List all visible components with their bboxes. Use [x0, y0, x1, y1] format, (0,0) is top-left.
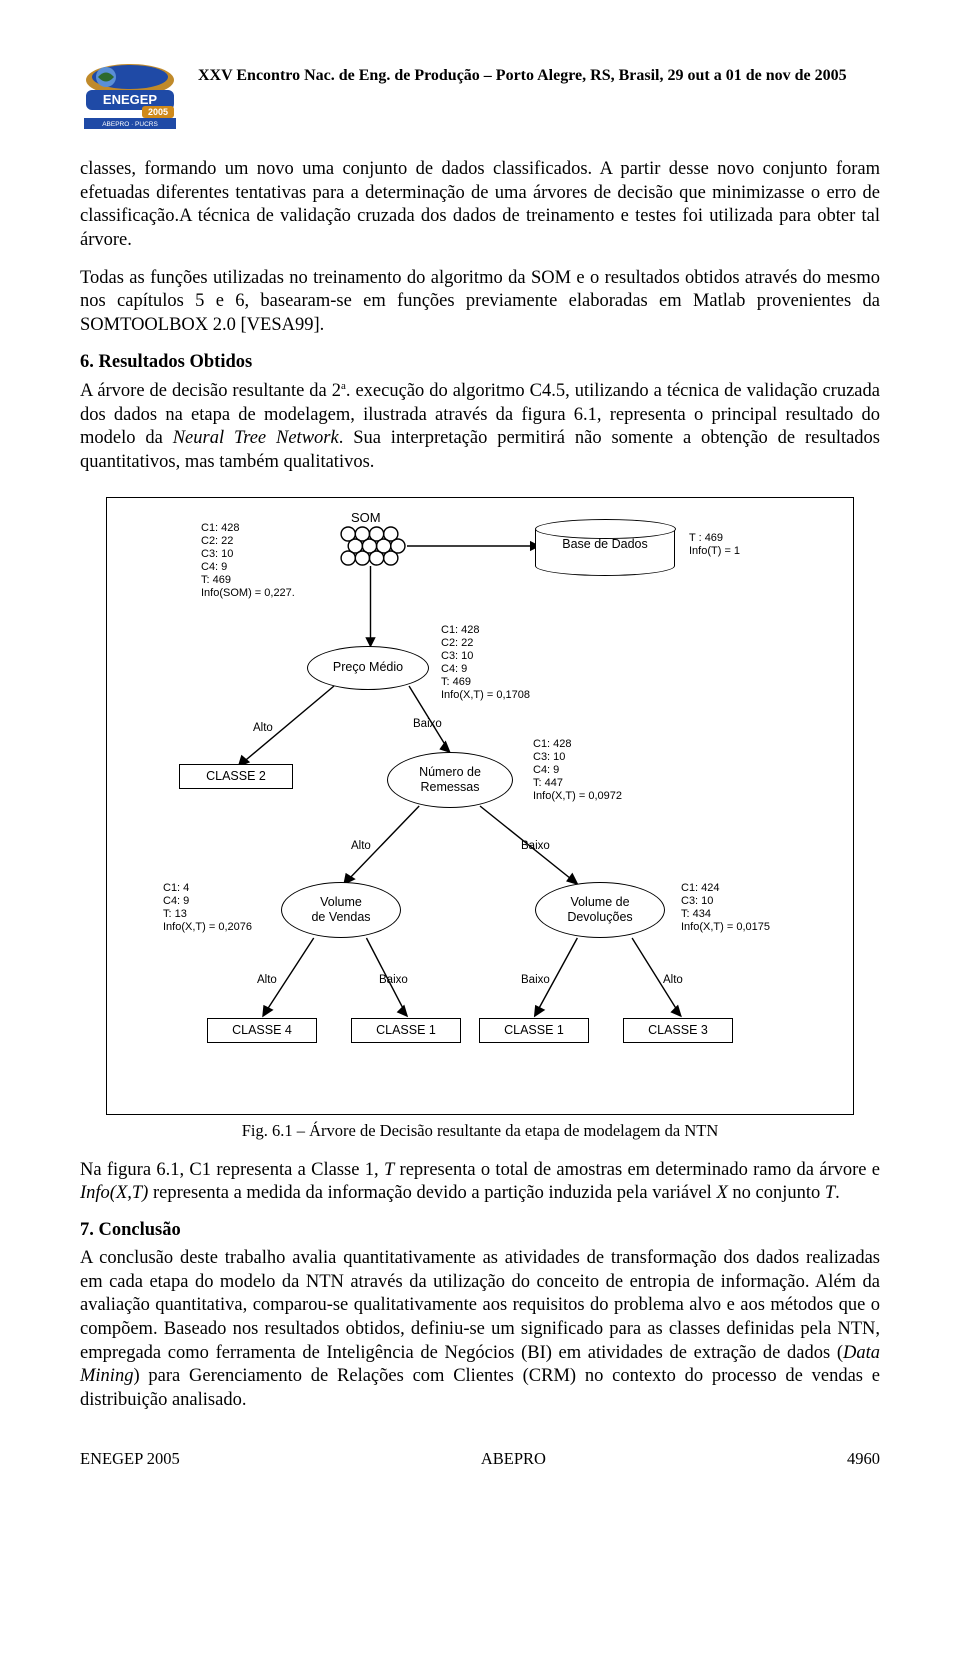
edge-label: Alto	[257, 974, 277, 988]
text-run: representa o total de amostras em determ…	[394, 1160, 880, 1180]
edge-label: Alto	[351, 840, 371, 854]
italic-term: Neural Tree Network	[173, 428, 339, 448]
leaf-classe-1b: CLASSE 1	[479, 1018, 589, 1043]
node-label-som: SOM	[351, 510, 381, 526]
italic-term: X	[716, 1183, 727, 1203]
text-run: Na figura 6.1, C1 representa a Classe 1,	[80, 1160, 384, 1180]
svg-text:ABEPRO · PUCRS: ABEPRO · PUCRS	[102, 121, 158, 128]
text-run: A conclusão deste trabalho avalia quanti…	[80, 1248, 880, 1363]
node-devolucoes: Volume de Devoluções	[535, 882, 665, 938]
edge-label: Baixo	[521, 840, 550, 854]
stats-vendas: C1: 4C4: 9 T: 13Info(X,T) = 0,2076	[163, 882, 252, 935]
leaf-classe-3: CLASSE 3	[623, 1018, 733, 1043]
text-run: no conjunto	[728, 1183, 825, 1203]
stats-remessas: C1: 428C3: 10C4: 9 T: 447Info(X,T) = 0,0…	[533, 738, 622, 804]
leaf-classe-1a: CLASSE 1	[351, 1018, 461, 1043]
body-paragraph-5: A conclusão deste trabalho avalia quanti…	[80, 1247, 880, 1413]
svg-text:ENEGEP: ENEGEP	[103, 92, 158, 107]
svg-text:2005: 2005	[148, 107, 168, 117]
node-database: Base de Dados	[535, 520, 675, 576]
text-run: ) para Gerenciamento de Relações com Cli…	[80, 1366, 880, 1410]
body-paragraph-4: Na figura 6.1, C1 representa a Classe 1,…	[80, 1159, 880, 1206]
footer-right: 4960	[847, 1449, 880, 1469]
node-vendas: Volume de Vendas	[281, 882, 401, 938]
section-heading-results: 6. Resultados Obtidos	[80, 352, 880, 373]
stats-root: C1: 428C2: 22C3: 10C4: 9 T: 469Info(X,T)…	[441, 624, 530, 703]
footer-left: ENEGEP 2005	[80, 1449, 180, 1469]
footer-center: ABEPRO	[481, 1449, 546, 1469]
leaf-classe-2: CLASSE 2	[179, 764, 293, 789]
stats-som: C1: 428C2: 22C3: 10C4: 9 T: 469Info(SOM)…	[201, 522, 295, 601]
body-paragraph-3: A árvore de decisão resultante da 2a. ex…	[80, 379, 880, 475]
body-paragraph-2: Todas as funções utilizadas no treinamen…	[80, 267, 880, 338]
edge-label: Alto	[253, 722, 273, 736]
page-footer: ENEGEP 2005 ABEPRO 4960	[80, 1449, 880, 1469]
figure-decision-tree: SOM C1: 428C2: 22C3: 10C4: 9 T: 469Info(…	[106, 497, 854, 1115]
edge-label: Baixo	[521, 974, 550, 988]
edge-label: Baixo	[413, 718, 442, 732]
text-run: .	[835, 1183, 840, 1203]
text-run: A árvore de decisão resultante da 2	[80, 381, 341, 401]
leaf-classe-4: CLASSE 4	[207, 1018, 317, 1043]
italic-term: Info(X,T)	[80, 1183, 148, 1203]
italic-term: T	[384, 1160, 394, 1180]
text-run: representa a medida da informação devido…	[148, 1183, 716, 1203]
section-heading-conclusion: 7. Conclusão	[80, 1220, 880, 1241]
body-paragraph-1: classes, formando um novo uma conjunto d…	[80, 158, 880, 253]
figure-caption: Fig. 6.1 – Árvore de Decisão resultante …	[80, 1121, 880, 1141]
node-remessas: Número de Remessas	[387, 752, 513, 808]
conference-logo: ENEGEP 2005 ABEPRO · PUCRS	[80, 60, 180, 130]
conference-title: XXV Encontro Nac. de Eng. de Produção – …	[198, 60, 847, 85]
edge-label: Alto	[663, 974, 683, 988]
page-header: ENEGEP 2005 ABEPRO · PUCRS XXV Encontro …	[80, 60, 880, 130]
stats-devolucoes: C1: 424C3: 10 T: 434Info(X,T) = 0,0175	[681, 882, 770, 935]
node-preco-medio: Preço Médio	[307, 646, 429, 690]
italic-term: T	[825, 1183, 835, 1203]
edge-label: Baixo	[379, 974, 408, 988]
stats-db: T : 469Info(T) = 1	[689, 532, 740, 558]
